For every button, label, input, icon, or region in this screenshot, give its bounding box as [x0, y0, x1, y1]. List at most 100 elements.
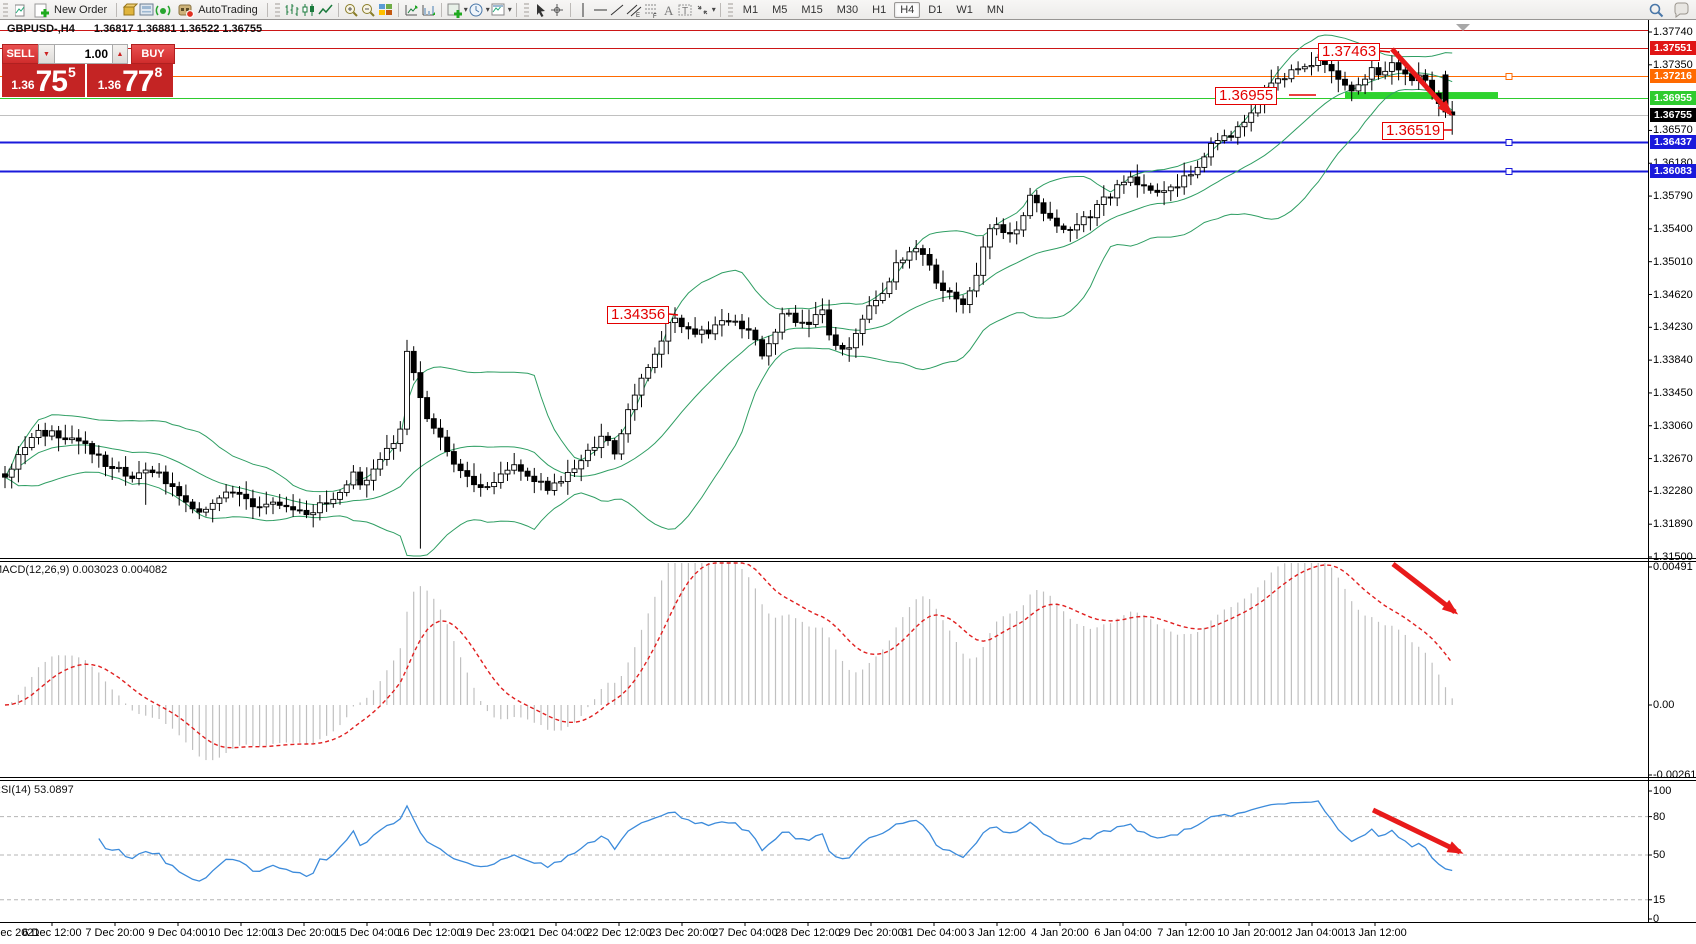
add-indicator-icon[interactable]: [446, 2, 463, 18]
chevron-down-icon[interactable]: ▾: [463, 5, 468, 14]
volume-input[interactable]: 1.00: [55, 44, 113, 64]
chat-icon[interactable]: [1673, 2, 1690, 18]
tile-windows-icon[interactable]: [377, 2, 394, 18]
ohlc-values: 1.36817 1.36881 1.36522 1.36755: [93, 23, 263, 35]
price-annotation[interactable]: 1.34356: [607, 306, 670, 324]
svg-text:E: E: [636, 13, 640, 18]
chart-partial-icon[interactable]: [11, 2, 28, 18]
toolbar-separator: [397, 2, 399, 17]
time-axis-label: 7 Jan 12:00: [1157, 927, 1215, 939]
toolbar-grip[interactable]: [274, 2, 280, 17]
vline-icon[interactable]: [575, 2, 592, 18]
price-tick-label: 1.32670: [1653, 452, 1693, 465]
time-axis-label: 28 Dec 12:00: [775, 927, 841, 939]
price-badge: 1.36755: [1650, 107, 1696, 122]
time-axis-label: 13 Jan 12:00: [1343, 927, 1407, 939]
data-window-icon[interactable]: [138, 2, 155, 18]
timeframe-m15[interactable]: M15: [801, 3, 823, 16]
buy-price[interactable]: 1.36 77 8: [87, 64, 173, 97]
line-chart-icon[interactable]: [317, 2, 334, 18]
price-tick-label: 1.34620: [1653, 288, 1693, 301]
time-axis-label: 31 Dec 04:00: [901, 927, 967, 939]
indicator-list-icon[interactable]: [403, 2, 420, 18]
crosshair-icon[interactable]: [549, 2, 566, 18]
template-icon[interactable]: [490, 2, 507, 18]
candles-chart-icon[interactable]: [300, 2, 317, 18]
hline-icon[interactable]: [592, 2, 609, 18]
timeframe-toolbar: M1 M5 M15 M30 H1 H4 D1 W1 MN: [736, 1, 1011, 18]
text-label-icon[interactable]: T: [677, 2, 694, 18]
time-axis-label: 19 Dec 23:00: [460, 927, 526, 939]
volume-dropdown-icon[interactable]: ▼: [38, 44, 55, 64]
timeframe-h4[interactable]: H4: [894, 1, 921, 18]
timeframe-m5[interactable]: M5: [772, 3, 788, 16]
toolbar-separator: [337, 2, 339, 17]
arrows-icon[interactable]: [694, 2, 711, 18]
indicator-window-icon[interactable]: [420, 2, 437, 18]
new-order-button[interactable]: New Order: [28, 1, 112, 19]
price-badge: 1.37551: [1650, 40, 1696, 55]
buy-button[interactable]: BUY: [131, 44, 175, 64]
zoom-out-icon[interactable]: [360, 2, 377, 18]
cursor-icon[interactable]: [532, 2, 549, 18]
sell-price[interactable]: 1.36 75 5: [2, 64, 87, 97]
main-toolbar: New Order AutoTrading ▾ ▾ ▾ E: [0, 0, 1696, 20]
svg-text:F: F: [653, 14, 657, 18]
text-icon[interactable]: A: [660, 2, 677, 18]
chevron-down-icon[interactable]: ▾: [711, 5, 716, 14]
price-badge: 1.36437: [1650, 134, 1696, 149]
rsi-scale-label: 15: [1653, 893, 1666, 906]
price-tick-label: 1.36570: [1653, 124, 1693, 137]
rsi-scale-label: 50: [1653, 849, 1666, 861]
time-axis-label: Dec 2021: [0, 927, 40, 939]
new-order-label: New Order: [54, 3, 108, 16]
price-tick-label: 1.32280: [1653, 485, 1693, 498]
toolbar-grip[interactable]: [523, 2, 529, 17]
timeframe-d1[interactable]: D1: [928, 3, 943, 16]
search-icon[interactable]: [1648, 2, 1665, 18]
marketwatch-cube-icon[interactable]: [121, 2, 139, 18]
bars-chart-icon[interactable]: [283, 2, 300, 18]
price-annotation[interactable]: 1.37463: [1318, 43, 1381, 61]
toolbar-grip[interactable]: [3, 2, 8, 17]
periods-clock-icon[interactable]: [468, 2, 485, 18]
time-axis-label: 13 Dec 20:00: [271, 927, 337, 939]
price-tick-label: 1.34230: [1653, 321, 1693, 334]
price-badge: 1.36083: [1650, 164, 1696, 179]
price-tick-label: 1.35790: [1653, 190, 1693, 203]
time-axis-label: 4 Jan 20:00: [1031, 927, 1089, 939]
toolbar-separator: [266, 2, 268, 17]
timeframe-mn[interactable]: MN: [986, 3, 1004, 16]
autotrading-label: AutoTrading: [198, 3, 258, 16]
chart-title: GBPUSD-,H4 1.36817 1.36881 1.36522 1.367…: [7, 23, 262, 35]
sell-price-big: 75: [35, 65, 68, 98]
trendline-icon[interactable]: [609, 2, 626, 18]
rsi-scale-label: 0: [1653, 913, 1660, 925]
autotrading-button[interactable]: AutoTrading: [172, 1, 263, 19]
timeframe-m30[interactable]: M30: [836, 3, 859, 16]
channel-icon[interactable]: E: [626, 2, 643, 18]
buy-price-big: 77: [122, 65, 154, 98]
toolbar-grip[interactable]: [727, 2, 733, 17]
chevron-down-icon[interactable]: ▾: [507, 5, 512, 14]
fibonacci-icon[interactable]: F: [643, 2, 660, 18]
sell-button[interactable]: SELL: [2, 44, 38, 64]
toolbar-separator: [440, 2, 442, 17]
price-annotation[interactable]: 1.36955: [1215, 87, 1278, 105]
timeframe-w1[interactable]: W1: [956, 3, 973, 16]
price-tick-label: 1.31890: [1653, 518, 1693, 531]
time-axis-label: 29 Dec 20:00: [838, 927, 904, 939]
volume-up-icon[interactable]: ▲: [113, 44, 128, 64]
toolbar-separator: [569, 2, 571, 17]
sell-price-sup: 5: [67, 64, 76, 80]
time-axis-label: 9 Dec 04:00: [148, 927, 208, 939]
chevron-down-icon[interactable]: ▾: [485, 5, 490, 14]
timeframe-m1[interactable]: M1: [742, 3, 759, 16]
time-axis-label: 10 Jan 20:00: [1217, 927, 1281, 939]
price-annotation[interactable]: 1.36519: [1382, 122, 1445, 140]
zoom-in-icon[interactable]: [343, 2, 360, 18]
timeframe-h1[interactable]: H1: [872, 3, 887, 16]
price-tick-label: 1.35010: [1653, 255, 1693, 268]
signal-icon[interactable]: [155, 2, 172, 18]
